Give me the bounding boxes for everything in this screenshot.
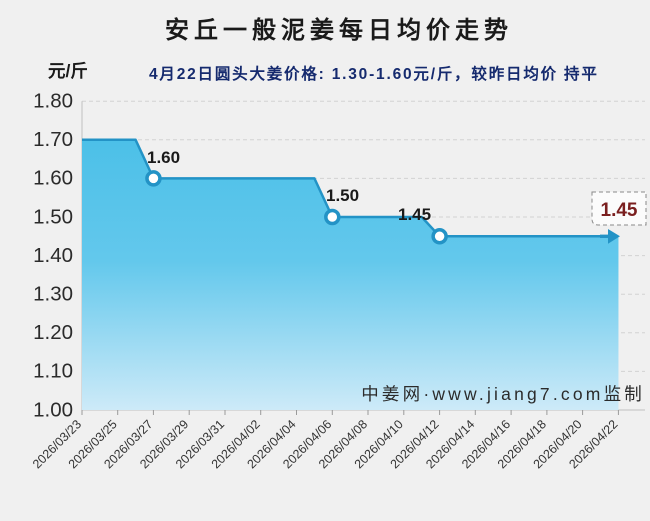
svg-text:1.80: 1.80: [33, 90, 73, 113]
svg-text:1.70: 1.70: [33, 128, 73, 151]
svg-text:1.60: 1.60: [147, 148, 180, 167]
svg-text:1.00: 1.00: [33, 398, 73, 421]
svg-text:1.45: 1.45: [398, 205, 431, 224]
svg-text:1.50: 1.50: [33, 205, 73, 228]
svg-text:1.20: 1.20: [33, 321, 73, 344]
svg-text:1.50: 1.50: [326, 186, 359, 205]
svg-text:1.40: 1.40: [33, 244, 73, 267]
svg-text:1.45: 1.45: [601, 200, 638, 221]
svg-text:1.10: 1.10: [33, 360, 73, 383]
svg-text:中姜网·www.jiang7.com监制: 中姜网·www.jiang7.com监制: [361, 384, 645, 404]
svg-text:1.60: 1.60: [33, 167, 73, 190]
svg-text:1.30: 1.30: [33, 283, 73, 306]
